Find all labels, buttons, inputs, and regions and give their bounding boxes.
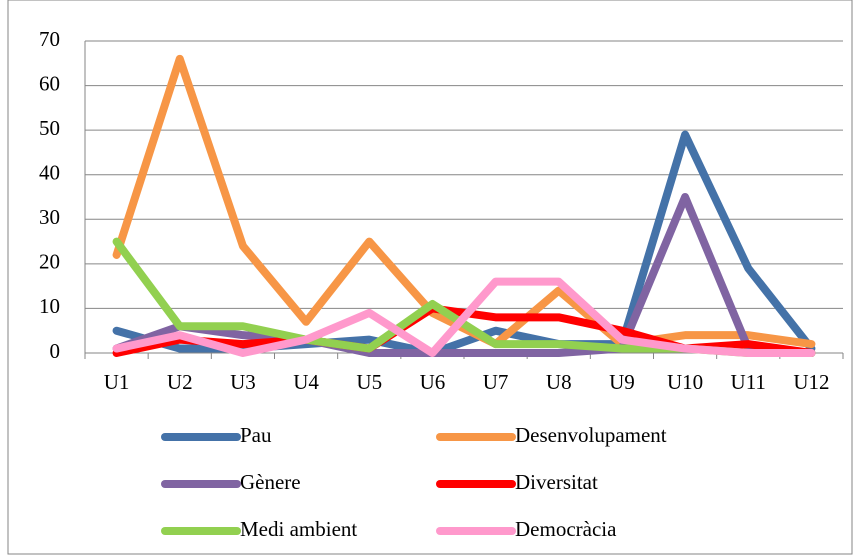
y-tick-label: 50 <box>39 116 60 140</box>
x-tick-label: U2 <box>167 370 193 394</box>
x-tick-label: U5 <box>356 370 382 394</box>
y-tick-label: 10 <box>39 294 60 318</box>
x-tick-label: U1 <box>104 370 130 394</box>
x-tick-label: U9 <box>609 370 635 394</box>
y-tick-label: 30 <box>39 205 60 229</box>
series-line <box>112 193 816 357</box>
x-tick-label: U11 <box>731 370 766 394</box>
series-line <box>112 277 816 357</box>
chart-frame <box>7 0 853 555</box>
x-tick-label: U3 <box>230 370 256 394</box>
y-tick-label: 20 <box>39 250 60 274</box>
y-tick-label: 70 <box>39 27 60 51</box>
x-tick-label: U12 <box>793 370 829 394</box>
legend-label: Democràcia <box>515 517 617 541</box>
legend-label: Diversitat <box>515 470 598 494</box>
legend-label: Pau <box>240 423 272 447</box>
legend-label: Desenvolupament <box>515 423 667 447</box>
x-tick-label: U8 <box>546 370 572 394</box>
x-tick-label: U10 <box>667 370 703 394</box>
y-tick-label: 40 <box>39 161 60 185</box>
legend-label: Gènere <box>240 470 301 494</box>
y-tick-label: 0 <box>50 339 61 363</box>
x-tick-label: U6 <box>420 370 446 394</box>
x-tick-label: U4 <box>293 370 319 394</box>
legend-label: Medi ambient <box>240 517 357 541</box>
y-tick-label: 60 <box>39 71 60 95</box>
x-tick-label: U7 <box>483 370 509 394</box>
